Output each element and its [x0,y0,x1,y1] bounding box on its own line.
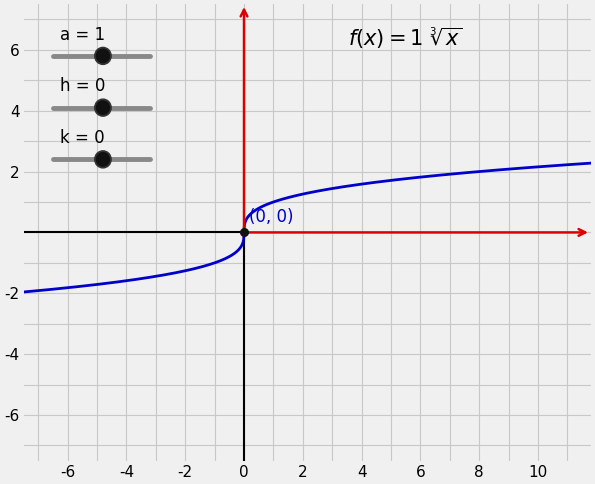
Text: k = 0: k = 0 [60,129,105,147]
Text: h = 0: h = 0 [60,77,105,95]
Circle shape [95,99,111,116]
Circle shape [96,49,109,62]
Text: a = 1: a = 1 [60,26,105,44]
Text: $f(x) = 1\ \sqrt[3]{x}$: $f(x) = 1\ \sqrt[3]{x}$ [349,26,463,51]
Text: (0, 0): (0, 0) [249,208,294,226]
Circle shape [96,101,109,114]
Circle shape [95,151,111,168]
Circle shape [96,152,109,166]
Circle shape [95,47,111,64]
